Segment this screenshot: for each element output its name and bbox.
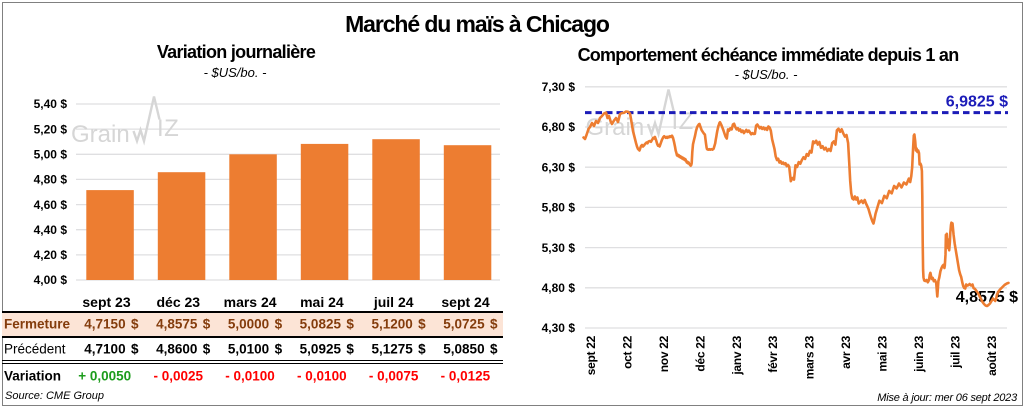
svg-text:4,40 $: 4,40 $ (34, 223, 68, 237)
svg-text:6,80 $: 6,80 $ (542, 120, 576, 134)
svg-text:oct 22: oct 22 (620, 335, 634, 369)
svg-text:6,9825 $: 6,9825 $ (946, 94, 1008, 111)
svg-text:IZ: IZ (157, 115, 179, 142)
svg-text:juil 23: juil 23 (949, 335, 963, 369)
svg-text:4,00 $: 4,00 $ (34, 273, 68, 287)
svg-text:févr 23: févr 23 (766, 335, 780, 372)
svg-text:mai 23: mai 23 (876, 335, 890, 371)
svg-text:5,80 $: 5,80 $ (542, 201, 576, 215)
svg-text:juin 23: juin 23 (912, 335, 926, 373)
svg-text:6,30 $: 6,30 $ (542, 160, 576, 174)
svg-text:sept 22: sept 22 (584, 335, 598, 375)
svg-text:mars 23: mars 23 (803, 335, 817, 379)
svg-text:5,00 $: 5,00 $ (34, 148, 68, 162)
svg-text:déc 22: déc 22 (693, 335, 707, 371)
svg-text:nov 22: nov 22 (657, 335, 671, 372)
svg-text:5,30 $: 5,30 $ (542, 241, 576, 255)
svg-text:5,40 $: 5,40 $ (34, 97, 68, 111)
svg-text:4,30 $: 4,30 $ (542, 321, 576, 335)
svg-text:avr 23: avr 23 (839, 335, 853, 369)
svg-text:janv 23: janv 23 (730, 335, 744, 375)
svg-text:4,8575 $: 4,8575 $ (956, 289, 1018, 306)
svg-text:4,80 $: 4,80 $ (34, 173, 68, 187)
svg-text:7,30 $: 7,30 $ (542, 80, 576, 94)
svg-text:Grain: Grain (71, 121, 130, 148)
svg-text:4,80 $: 4,80 $ (542, 281, 576, 295)
svg-text:4,20 $: 4,20 $ (34, 248, 68, 262)
svg-text:août 23: août 23 (985, 335, 999, 376)
svg-text:5,20 $: 5,20 $ (34, 122, 68, 136)
svg-text:4,60 $: 4,60 $ (34, 198, 68, 212)
